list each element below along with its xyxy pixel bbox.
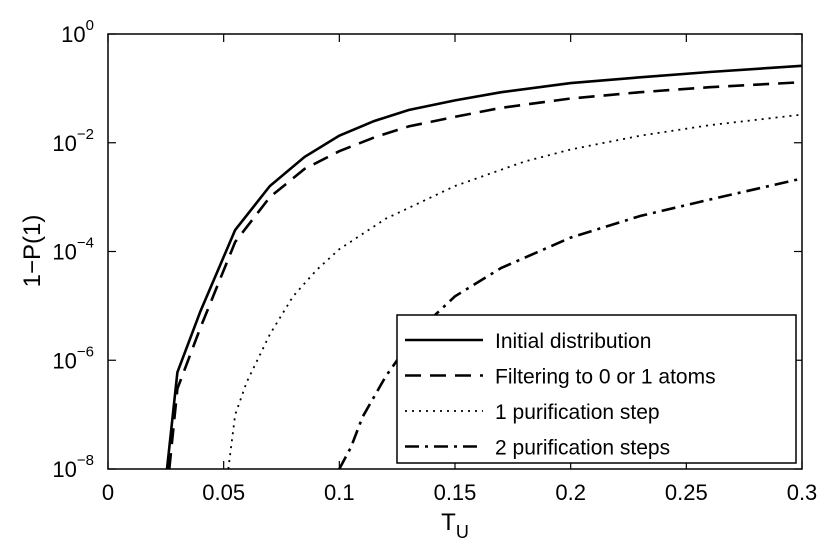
ticks-group: 0 0.05 0.1 0.15 0.2 0.25 0.3 10−8 10−6 10−4 10−2 10…: [52, 17, 817, 505]
x-tick-label: 0.2: [555, 480, 586, 505]
x-axis-label: TU: [441, 509, 469, 542]
legend-label-2: Filtering to 0 or 1 atoms: [495, 366, 716, 389]
y-tick-label: 10−8: [52, 452, 94, 482]
series-line-2: [168, 80, 802, 469]
legend: Initial distribution Filtering to 0 or 1 …: [396, 314, 797, 464]
plot-frame: [107, 33, 803, 470]
x-tick-label: 0.25: [665, 480, 708, 505]
legend-label-1: Initial distribution: [495, 330, 651, 353]
series-line-4: [338, 177, 802, 469]
x-tick-label: 0.1: [324, 480, 355, 505]
y-tick-label: 10−2: [52, 126, 94, 156]
x-tick-label: 0.3: [787, 480, 818, 505]
series-line-3: [227, 113, 802, 469]
legend-label-4: 2 purification steps: [495, 437, 670, 460]
y-axis-label: 1−P(1): [19, 215, 46, 288]
series-line-1: [165, 64, 802, 469]
x-tick-label: 0: [102, 480, 114, 505]
y-tick-label: 100: [61, 17, 94, 47]
series-group: [165, 64, 802, 469]
y-tick-label: 10−6: [52, 343, 94, 373]
legend-label-3: 1 purification step: [495, 401, 660, 424]
y-tick-label: 10−4: [52, 235, 94, 265]
x-tick-label: 0.15: [434, 480, 477, 505]
x-tick-label: 0.05: [202, 480, 245, 505]
